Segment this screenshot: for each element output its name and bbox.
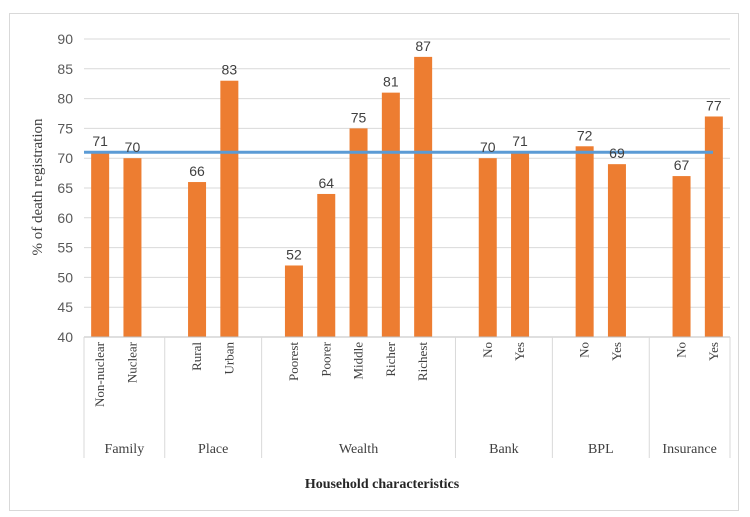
- x-tick-label: Poorest: [286, 342, 301, 381]
- y-tick-label: 50: [57, 269, 73, 285]
- data-label: 75: [351, 109, 367, 125]
- y-tick-label: 45: [57, 299, 73, 315]
- data-label: 83: [222, 62, 238, 78]
- bar: [349, 128, 368, 337]
- data-label: 72: [577, 127, 593, 143]
- y-tick-label: 65: [57, 180, 73, 196]
- bar: [575, 146, 594, 337]
- x-tick-label: No: [577, 342, 592, 358]
- data-label: 71: [92, 133, 108, 149]
- y-axis-title: % of death registration: [30, 118, 46, 256]
- data-label: 52: [286, 246, 302, 262]
- bar: [284, 265, 303, 337]
- y-tick-label: 60: [57, 210, 73, 226]
- data-label: 77: [706, 97, 722, 113]
- x-tick-label: Yes: [706, 342, 721, 361]
- group-label: BPL: [588, 442, 614, 457]
- data-label: 81: [383, 74, 399, 90]
- x-tick-label: Middle: [351, 342, 366, 380]
- x-axis-title: Household characteristics: [305, 477, 460, 492]
- group-label: Wealth: [339, 442, 378, 457]
- bar: [478, 158, 497, 337]
- x-tick-label: Poorer: [318, 341, 333, 376]
- bar: [220, 80, 239, 337]
- x-tick-label: No: [674, 342, 689, 358]
- bar: [91, 152, 110, 337]
- group-label: Insurance: [662, 442, 716, 457]
- bar: [317, 193, 336, 337]
- x-tick-label: No: [480, 342, 495, 358]
- y-tick-label: 55: [57, 240, 73, 256]
- data-labels: 71 70 66 83 52 64 75 81 87 70 71 72 69 67 77: [92, 38, 721, 263]
- group-label: Family: [105, 442, 145, 457]
- x-tick-label: Yes: [609, 342, 624, 361]
- data-label: 71: [512, 133, 528, 149]
- bar: [607, 164, 626, 337]
- bar: [704, 116, 723, 337]
- data-label: 70: [125, 139, 141, 155]
- bars: [91, 56, 723, 337]
- x-tick-label: Rural: [189, 342, 204, 371]
- group-label: Bank: [489, 442, 519, 457]
- y-tick-label: 90: [57, 31, 73, 47]
- bar: [414, 56, 433, 337]
- y-tick-label: 85: [57, 61, 73, 77]
- axes: 40 45 50 55 60 65 70 75 80 85 90 Non-nuclear Nuclear…: [57, 31, 731, 458]
- data-label: 70: [480, 139, 496, 155]
- data-label: 64: [318, 175, 334, 191]
- group-label: Place: [198, 442, 228, 457]
- y-tick-label: 70: [57, 150, 73, 166]
- bar: [511, 152, 530, 337]
- y-tick-label: 80: [57, 91, 73, 107]
- y-tick-label: 75: [57, 120, 73, 136]
- bar: [188, 182, 207, 337]
- bar: [123, 158, 142, 337]
- x-tick-label: Richest: [415, 342, 430, 381]
- data-label: 66: [189, 163, 205, 179]
- data-label: 69: [609, 145, 625, 161]
- data-label: 87: [415, 38, 431, 54]
- x-tick-label: Richer: [383, 341, 398, 376]
- x-tick-label: Yes: [512, 342, 527, 361]
- x-tick-label: Nuclear: [124, 341, 139, 383]
- x-tick-label: Urban: [221, 342, 236, 375]
- data-label: 67: [674, 157, 690, 173]
- x-tick-label: Non-nuclear: [92, 341, 107, 407]
- bar: [381, 92, 400, 337]
- bar: [672, 176, 691, 337]
- y-tick-label: 40: [57, 329, 73, 345]
- gridlines: [84, 38, 730, 338]
